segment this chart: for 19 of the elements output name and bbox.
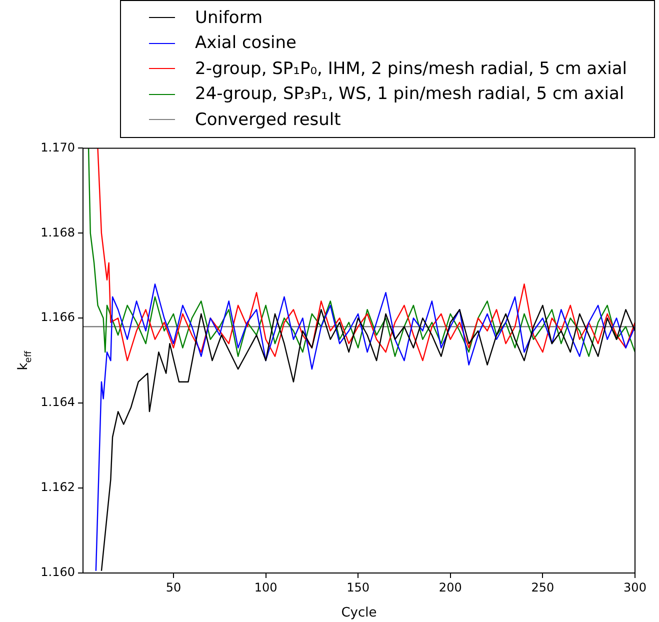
x-tick-label: 50 xyxy=(166,580,182,594)
legend-label: Uniform xyxy=(195,8,263,28)
y-tick-label: 1.160 xyxy=(40,564,75,579)
legend-label: Converged result xyxy=(195,110,341,130)
legend-label: 24-group, SP₃P₁, WS, 1 pin/mesh radial, 5 cm axial xyxy=(195,84,624,104)
y-tick-label: 1.164 xyxy=(40,394,75,409)
y-tick-label: 1.170 xyxy=(40,140,75,154)
y-tick-label: 1.168 xyxy=(40,224,75,239)
x-tick-label: 150 xyxy=(346,580,370,594)
x-tick-label: 250 xyxy=(531,580,554,594)
legend-label: Axial cosine xyxy=(195,33,297,54)
y-axis-title: keff xyxy=(16,350,34,370)
x-tick-label: 300 xyxy=(624,580,646,594)
x-tick-label: 100 xyxy=(254,580,278,594)
x-tick-label: 200 xyxy=(438,580,462,594)
y-tick-label: 1.166 xyxy=(40,310,75,324)
x-axis-title: Cycle xyxy=(341,605,377,620)
legend-label: 2-group, SP₁P₀, IHM, 2 pins/mesh radial, 5 cm axial xyxy=(195,58,628,79)
y-tick-label: 1.162 xyxy=(40,480,75,494)
